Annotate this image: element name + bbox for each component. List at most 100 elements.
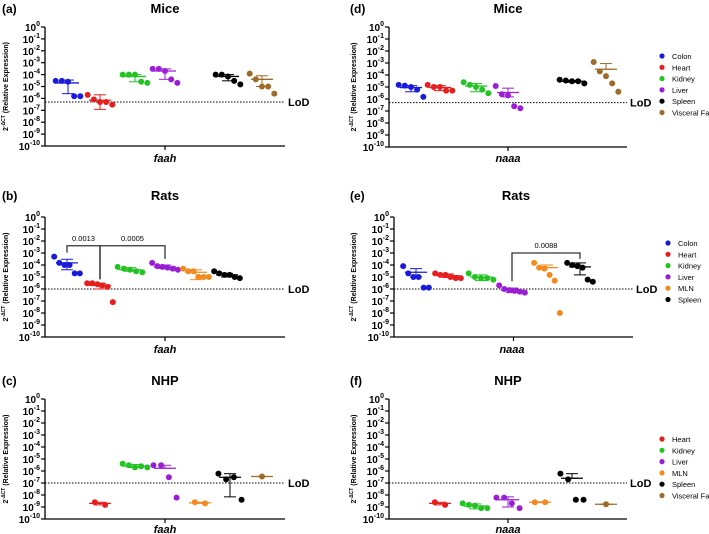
y-tick-exponent: -1 bbox=[34, 223, 40, 230]
y-tick-base: 10 bbox=[25, 395, 37, 406]
data-point bbox=[144, 79, 151, 86]
data-point bbox=[405, 270, 412, 277]
y-tick-base: 10 bbox=[367, 47, 379, 58]
y-tick-label: 10-7 bbox=[23, 477, 40, 490]
y-tick-base: 10 bbox=[23, 467, 35, 478]
y-tick-label: 10-1 bbox=[367, 405, 384, 418]
y-tick-exponent: -9 bbox=[34, 128, 40, 135]
y-tick-exponent: -6 bbox=[34, 283, 40, 290]
y-tick-base: 10 bbox=[23, 35, 35, 46]
x-axis-label: naaa bbox=[499, 344, 524, 356]
y-label-text: (Relative Expression) bbox=[3, 42, 10, 115]
y-tick-exponent: -10 bbox=[30, 513, 40, 520]
y-tick-label: 10-6 bbox=[23, 92, 40, 105]
data-point bbox=[61, 262, 68, 268]
y-tick-label: 100 bbox=[374, 211, 389, 224]
data-point bbox=[91, 499, 98, 506]
data-point bbox=[437, 271, 444, 278]
group-liver bbox=[492, 83, 524, 112]
legend: Colon Heart Kidney Liver Spleen Visceral Fat bbox=[659, 52, 709, 118]
y-tick-exponent: -3 bbox=[34, 247, 40, 254]
data-point bbox=[173, 494, 180, 501]
y-tick-exponent: -3 bbox=[34, 57, 40, 64]
data-point bbox=[466, 81, 473, 88]
y-tick-exponent: -3 bbox=[378, 429, 384, 436]
legend-label: Colon bbox=[672, 52, 692, 61]
y-tick-label: 10-9 bbox=[23, 128, 40, 141]
y-label-base: 2 bbox=[351, 317, 358, 321]
y-tick-exponent: -1 bbox=[378, 33, 384, 40]
data-point bbox=[120, 265, 127, 272]
y-tick-label: 100 bbox=[369, 393, 384, 406]
data-point bbox=[127, 266, 133, 273]
data-point bbox=[237, 81, 244, 88]
data-point bbox=[400, 263, 407, 270]
data-point bbox=[415, 274, 422, 280]
group-liver bbox=[149, 65, 181, 86]
y-tick-exponent: -4 bbox=[378, 69, 384, 76]
y-tick-base: 10 bbox=[372, 273, 384, 284]
y-tick-label: 10-7 bbox=[372, 295, 389, 308]
y-tick-label: 10-5 bbox=[372, 271, 389, 284]
data-point bbox=[546, 271, 553, 278]
data-point bbox=[465, 501, 472, 508]
data-point bbox=[159, 263, 166, 270]
y-tick-label: 10-4 bbox=[372, 259, 389, 272]
y-tick-base: 10 bbox=[23, 118, 35, 129]
y-tick-exponent: 0 bbox=[385, 211, 389, 218]
data-point bbox=[452, 275, 459, 282]
data-point bbox=[432, 270, 439, 277]
chart-title: Rats bbox=[502, 188, 530, 203]
y-tick-base: 10 bbox=[363, 515, 375, 526]
group-kidney bbox=[465, 270, 497, 283]
y-tick-exponent: -10 bbox=[30, 331, 40, 338]
y-tick-exponent: -8 bbox=[378, 117, 384, 124]
panel-label: (a) bbox=[2, 2, 17, 16]
y-tick-exponent: -1 bbox=[34, 405, 40, 412]
data-point bbox=[541, 265, 548, 272]
y-tick-base: 10 bbox=[19, 333, 31, 344]
group-colon bbox=[52, 77, 84, 100]
data-point bbox=[484, 275, 491, 282]
data-point bbox=[557, 470, 564, 477]
data-point bbox=[517, 105, 524, 112]
data-point bbox=[442, 271, 449, 278]
y-tick-exponent: -6 bbox=[378, 465, 384, 472]
data-point bbox=[493, 494, 500, 501]
y-tick-base: 10 bbox=[367, 431, 379, 442]
y-tick-base: 10 bbox=[372, 297, 384, 308]
data-point bbox=[51, 253, 58, 260]
data-point bbox=[230, 474, 237, 481]
panel-label: (c) bbox=[2, 374, 17, 388]
y-tick-exponent: -1 bbox=[378, 405, 384, 412]
y-tick-label: 10-3 bbox=[372, 247, 389, 260]
legend-label: Spleen bbox=[672, 97, 695, 106]
y-tick-exponent: -5 bbox=[378, 453, 384, 460]
legend-label: Kidney bbox=[672, 75, 695, 84]
y-tick-base: 10 bbox=[367, 479, 379, 490]
lod-label: LoD bbox=[288, 284, 309, 296]
legend-marker bbox=[659, 109, 665, 116]
y-tick-base: 10 bbox=[25, 23, 37, 34]
y-label-superscript: -ΔCT bbox=[1, 306, 7, 318]
legend-label: Kidney bbox=[678, 262, 701, 271]
data-point bbox=[165, 474, 172, 481]
legend-label: Liver bbox=[672, 86, 689, 95]
y-tick-exponent: 0 bbox=[36, 211, 40, 218]
y-tick-exponent: -7 bbox=[378, 477, 384, 484]
data-point bbox=[603, 73, 609, 80]
data-point bbox=[132, 464, 138, 471]
y-tick-exponent: -8 bbox=[383, 307, 389, 314]
y-tick-exponent: 0 bbox=[380, 393, 384, 400]
data-point bbox=[215, 470, 222, 477]
data-point bbox=[531, 259, 538, 266]
y-tick-exponent: -6 bbox=[378, 93, 384, 100]
data-point bbox=[420, 284, 427, 291]
y-tick-exponent: 0 bbox=[36, 21, 40, 28]
legend-marker bbox=[659, 53, 665, 59]
data-point bbox=[556, 310, 563, 316]
data-point bbox=[195, 274, 202, 280]
y-tick-base: 10 bbox=[23, 225, 35, 236]
